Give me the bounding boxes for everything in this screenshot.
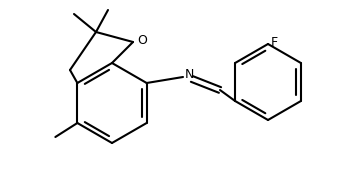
Text: O: O (137, 33, 147, 46)
Text: F: F (271, 35, 278, 49)
Text: N: N (185, 67, 194, 80)
